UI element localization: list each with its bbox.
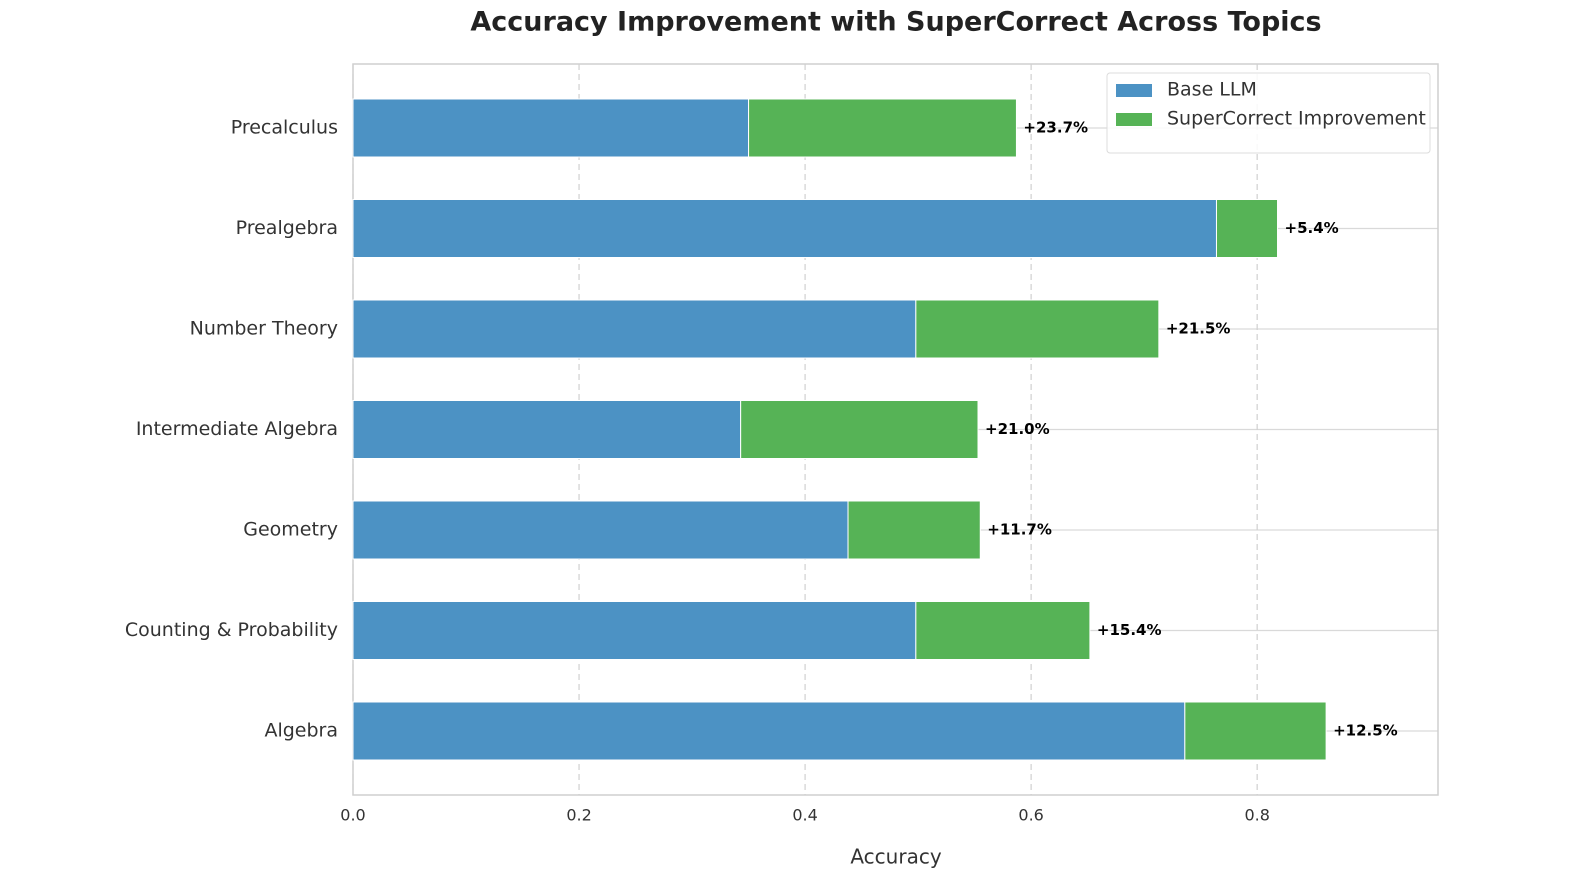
bar [352, 701, 1186, 761]
value-label: +21.0% [985, 420, 1050, 438]
bar [352, 199, 1217, 258]
bar [915, 299, 1160, 359]
bar [1184, 701, 1327, 761]
x-tick-label: 0.4 [792, 806, 817, 825]
bar [352, 299, 917, 359]
value-label: +11.7% [987, 521, 1052, 539]
legend-box [1106, 72, 1431, 154]
y-tick-label: Number Theory [190, 318, 338, 340]
x-tick-label: 0.0 [340, 806, 365, 825]
x-tick-label: 0.6 [1018, 806, 1043, 825]
value-label: +15.4% [1097, 621, 1162, 639]
x-tick-label: 0.2 [566, 806, 591, 825]
value-label: +5.4% [1285, 219, 1339, 237]
bar [352, 601, 917, 660]
bar [1215, 199, 1279, 258]
value-label: +23.7% [1023, 119, 1088, 137]
y-tick-label: Prealgebra [236, 217, 338, 239]
x-tick-label: 0.8 [1244, 806, 1269, 825]
bar [915, 601, 1091, 660]
legend-label: SuperCorrect Improvement [1167, 108, 1426, 130]
bar [352, 500, 849, 560]
bar [352, 400, 742, 459]
bar [740, 400, 979, 459]
bar [748, 98, 1017, 158]
legend-swatch [1116, 84, 1152, 97]
value-label: +21.5% [1166, 320, 1231, 338]
chart-title: Accuracy Improvement with SuperCorrect A… [470, 7, 1321, 38]
y-tick-label: Intermediate Algebra [136, 418, 338, 440]
y-tick-label: Counting & Probability [125, 619, 338, 641]
x-axis-label: Accuracy [850, 845, 941, 869]
value-label: +12.5% [1333, 722, 1398, 740]
y-tick-label: Algebra [264, 720, 338, 742]
y-tick-label: Precalculus [231, 117, 338, 139]
legend-swatch [1116, 113, 1152, 126]
legend-label: Base LLM [1167, 79, 1257, 101]
bar [352, 98, 750, 158]
y-tick-label: Geometry [243, 519, 338, 541]
legend: Base LLM SuperCorrect Improvement [1106, 72, 1431, 154]
bar [847, 500, 981, 560]
